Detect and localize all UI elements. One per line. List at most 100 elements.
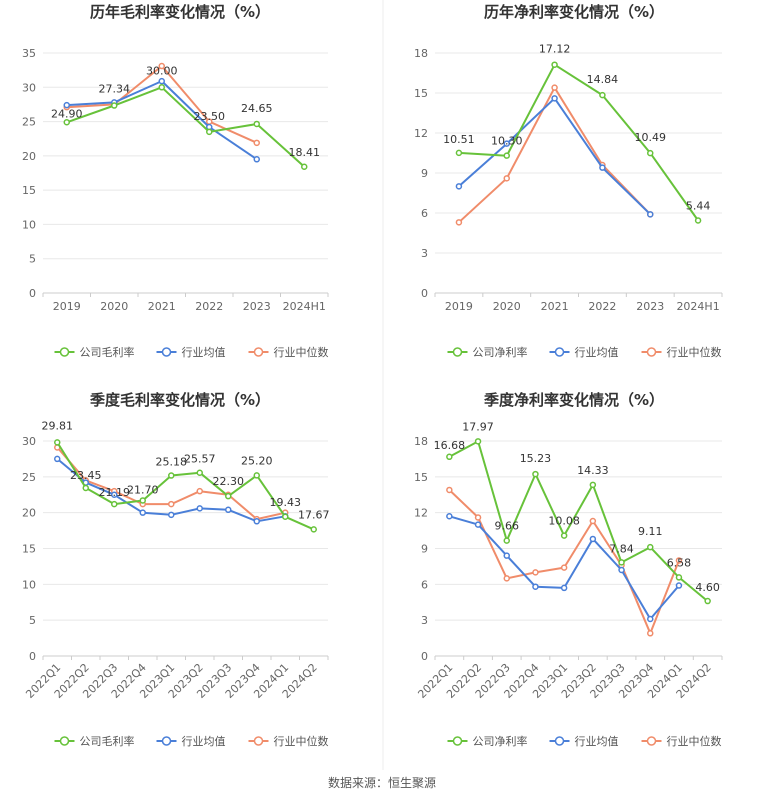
data-point	[446, 453, 453, 461]
legend-swatch-marker	[161, 736, 172, 746]
data-point	[503, 175, 510, 182]
data-point	[455, 149, 463, 157]
legend-item-3[interactable]: 行业中位数	[248, 345, 329, 359]
data-point	[503, 552, 510, 559]
y-tick-label: 18	[414, 47, 428, 60]
series-line-3	[448, 489, 680, 635]
data-point	[532, 583, 539, 590]
y-tick-label: 15	[414, 87, 428, 100]
legend-swatch-marker	[59, 736, 70, 746]
y-tick-label: 30	[22, 435, 36, 448]
legend-label: 公司毛利率	[80, 345, 135, 359]
legend-label: 行业中位数	[667, 734, 722, 748]
data-point	[301, 163, 308, 171]
legend-swatch-marker	[452, 347, 463, 357]
legend-item-2[interactable]: 行业均值	[156, 735, 226, 748]
series-line-1	[56, 441, 315, 531]
data-point	[551, 95, 558, 102]
data-point	[282, 513, 289, 521]
data-point	[253, 156, 260, 163]
x-tick-label: 2024H1	[283, 300, 326, 313]
legend-label: 行业均值	[182, 346, 226, 359]
series-line-1	[66, 86, 305, 168]
data-point	[589, 517, 597, 525]
legend-label: 行业均值	[575, 735, 619, 748]
source-note: 数据来源：恒生聚源	[328, 775, 436, 790]
chart-title: 历年毛利率变化情况（%）	[90, 3, 270, 21]
data-point	[168, 511, 175, 519]
data-point	[225, 506, 232, 514]
data-point	[168, 472, 175, 479]
data-point	[158, 84, 165, 91]
data-point	[618, 566, 625, 574]
data-point	[551, 84, 558, 91]
y-tick-label: 35	[22, 47, 36, 60]
y-tick-label: 0	[29, 287, 36, 300]
series-line-1	[448, 440, 709, 602]
data-point	[647, 211, 654, 218]
legend-swatch-marker	[452, 736, 463, 746]
data-point	[455, 219, 463, 226]
data-point	[560, 532, 568, 539]
data-point	[503, 140, 510, 147]
data-label: 10.51	[443, 133, 475, 146]
data-label: 4.60	[695, 581, 720, 594]
data-point	[139, 509, 146, 516]
x-tick-label: 2021	[148, 300, 176, 313]
legend-item-2[interactable]: 行业均值	[156, 346, 226, 359]
data-point	[599, 91, 606, 99]
data-label: 17.67	[298, 508, 330, 521]
x-tick-label: 2019	[53, 300, 81, 313]
legend-item-3[interactable]: 行业中位数	[641, 734, 722, 748]
data-label: 29.81	[42, 419, 74, 432]
data-point	[551, 61, 558, 68]
data-label: 5.44	[686, 199, 711, 212]
legend-swatch-marker	[646, 347, 657, 357]
legend-item-3[interactable]: 行业中位数	[248, 734, 329, 748]
y-tick-label: 20	[22, 150, 36, 163]
data-point	[253, 472, 260, 479]
legend-item-2[interactable]: 行业均值	[549, 735, 619, 748]
y-tick-label: 12	[414, 507, 428, 520]
legend-item-1[interactable]: 公司毛利率	[54, 734, 135, 748]
data-point	[168, 500, 175, 508]
y-tick-label: 5	[29, 253, 36, 266]
data-point	[474, 514, 482, 521]
x-tick-label: 2022	[588, 300, 616, 313]
x-tick-label: 2024H1	[676, 300, 719, 313]
data-point	[446, 513, 453, 520]
data-point	[196, 469, 203, 476]
data-point	[253, 518, 260, 525]
y-tick-label: 15	[22, 184, 36, 197]
data-label: 15.23	[520, 452, 552, 465]
legend-item-2[interactable]: 行业均值	[549, 346, 619, 359]
legend-label: 公司净利率	[473, 345, 528, 359]
legend-label: 行业中位数	[274, 734, 329, 748]
legend-swatch-marker	[253, 347, 264, 357]
data-point	[532, 470, 539, 478]
legend-item-1[interactable]: 公司净利率	[447, 345, 528, 359]
x-tick-label: 2020	[493, 300, 521, 313]
data-point	[63, 119, 70, 126]
data-point	[111, 500, 118, 508]
y-tick-label: 0	[421, 650, 428, 663]
data-point	[675, 574, 683, 581]
y-tick-label: 10	[22, 218, 36, 231]
y-tick-label: 3	[421, 247, 428, 260]
legend-item-1[interactable]: 公司净利率	[447, 734, 528, 748]
data-point	[54, 455, 61, 463]
legend-label: 公司毛利率	[80, 734, 135, 748]
data-label: 17.12	[539, 43, 571, 56]
data-point	[589, 535, 597, 543]
data-point	[253, 120, 260, 128]
data-point	[675, 582, 683, 589]
data-label: 24.90	[51, 107, 83, 120]
y-tick-label: 30	[22, 81, 36, 94]
legend-item-3[interactable]: 行业中位数	[641, 345, 722, 359]
data-point	[503, 152, 510, 159]
data-label: 21.70	[127, 483, 159, 496]
data-point	[455, 183, 463, 190]
chart-title: 季度净利率变化情况（%）	[484, 391, 664, 409]
legend-item-1[interactable]: 公司毛利率	[54, 345, 135, 359]
